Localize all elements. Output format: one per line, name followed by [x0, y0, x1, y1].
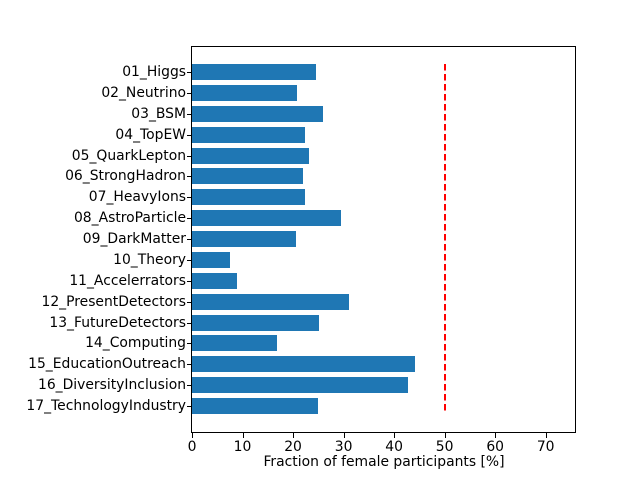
x-tick-label: 30 [334, 439, 353, 455]
y-tick [187, 176, 192, 178]
y-tick-label: 04_TopEW [115, 126, 186, 143]
y-tick [187, 72, 192, 73]
y-tick [187, 406, 192, 407]
bar-04_TopEW [192, 126, 305, 143]
y-tick [187, 343, 192, 345]
x-axis-label: Fraction of female participants [%] [263, 454, 505, 470]
y-tick [187, 385, 192, 387]
x-tick [394, 433, 396, 438]
y-tick-label: 02_Neutrino [101, 84, 186, 101]
y-tick [187, 301, 192, 303]
y-tick [187, 239, 192, 240]
x-tick-label: 70 [536, 439, 555, 455]
y-tick [187, 155, 192, 157]
bar-11_Accelerrators [192, 272, 237, 289]
y-tick [187, 92, 192, 94]
y-tick [187, 218, 192, 220]
bar-15_EducationOutreach [192, 356, 416, 373]
x-tick-label: 60 [486, 439, 504, 455]
x-tick-label: 40 [385, 439, 403, 455]
y-tick-label: 10_Theory [113, 251, 186, 268]
y-tick-label: 14_Computing [85, 335, 186, 352]
y-tick [187, 280, 192, 282]
y-tick-label: 12_PresentDetectors [41, 293, 186, 310]
bar-03_BSM [192, 105, 323, 122]
x-tick [545, 433, 547, 438]
bar-06_StrongHadron [192, 168, 304, 185]
y-tick-label: 17_TechnologyIndustry [26, 398, 186, 414]
y-tick-label: 03_BSM [131, 105, 186, 122]
y-tick [187, 259, 192, 261]
y-tick-label: 08_AstroParticle [73, 210, 186, 227]
x-tick [343, 433, 345, 438]
x-tick-label: 10 [233, 439, 252, 455]
x-tick [495, 433, 497, 438]
y-tick-label: 16_DiversityInclusion [37, 377, 186, 394]
bar-16_DiversityInclusion [192, 377, 408, 394]
bar-05_QuarkLepton [192, 147, 310, 164]
y-tick-label: 11_Accelerrators [69, 272, 186, 289]
y-tick-label: 05_QuarkLepton [71, 147, 186, 164]
y-tick-label: 09_DarkMatter [82, 231, 186, 247]
y-tick [187, 113, 192, 115]
x-tick [293, 433, 295, 438]
bar-14_Computing [192, 335, 278, 352]
x-tick-label: 0 [187, 439, 197, 455]
x-tick-label: 50 [435, 439, 454, 455]
x-tick [242, 433, 244, 438]
x-tick-label: 20 [284, 439, 302, 455]
reference-line [443, 64, 446, 414]
bar-12_PresentDetectors [192, 293, 349, 310]
y-tick [187, 134, 192, 136]
y-tick-label: 07_HeavyIons [88, 189, 186, 206]
bar-02_Neutrino [192, 84, 298, 101]
y-tick [187, 197, 192, 199]
bar-13_FutureDetectors [192, 314, 320, 331]
y-tick [187, 364, 192, 366]
x-tick [444, 433, 446, 438]
bar-08_AstroParticle [192, 210, 342, 227]
x-tick [192, 433, 193, 438]
y-tick [187, 322, 192, 324]
bar-10_Theory [192, 251, 230, 268]
y-tick-label: 15_EducationOutreach [28, 356, 186, 373]
y-tick-label: 06_StrongHadron [65, 168, 186, 185]
bar-09_DarkMatter [192, 231, 297, 247]
bar-17_TechnologyIndustry [192, 398, 319, 414]
y-tick-label: 01_Higgs [122, 64, 186, 80]
bar-07_HeavyIons [192, 189, 305, 206]
y-tick-label: 13_FutureDetectors [49, 314, 186, 331]
bar-01_Higgs [192, 64, 316, 80]
